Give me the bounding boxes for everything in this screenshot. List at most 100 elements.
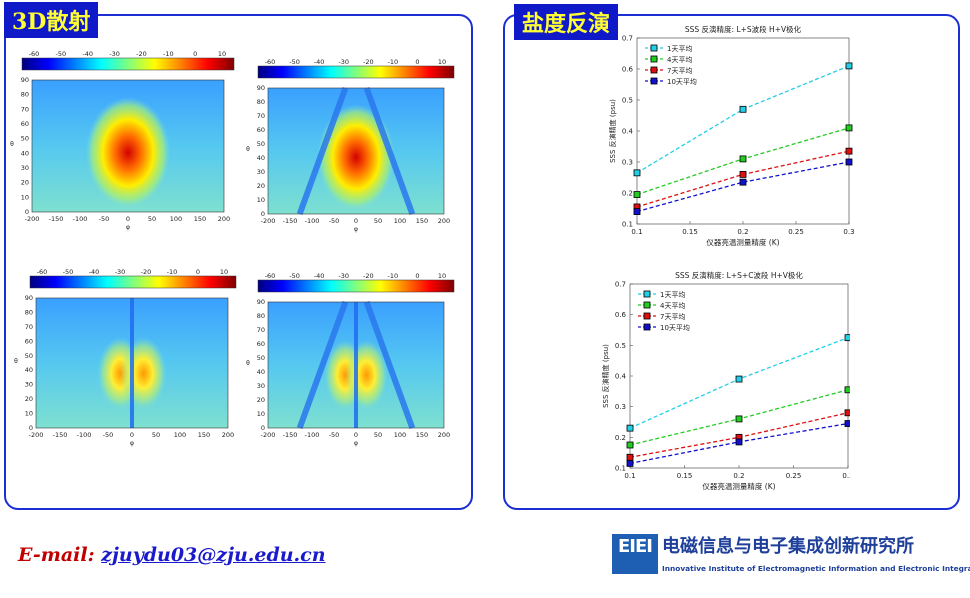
- y-label: SSS 反演精度 (psu): [608, 99, 617, 163]
- y-tick: 30: [257, 168, 265, 176]
- colorbar-tick: -60: [29, 50, 40, 58]
- x-tick: -100: [305, 217, 320, 225]
- y-tick: 10: [257, 410, 265, 418]
- email-link[interactable]: zjuydu03@zju.edu.cn: [101, 544, 326, 566]
- y-tick: 10: [257, 196, 265, 204]
- y-tick: 50: [21, 135, 29, 143]
- x-tick: 0: [130, 431, 134, 439]
- legend-marker: [643, 312, 651, 320]
- y-tick: 0.3: [622, 159, 633, 167]
- y-tick: 80: [25, 308, 33, 316]
- x-tick: 0: [354, 217, 358, 225]
- y-tick: 60: [257, 126, 265, 134]
- chart-title: SSS 反演精度: L+S波段 H+V极化: [685, 24, 802, 34]
- x-tick: 200: [438, 217, 450, 225]
- y-tick: 0.1: [622, 221, 633, 229]
- y-tick: 0.4: [615, 373, 627, 381]
- null-band: [296, 300, 349, 430]
- legend-label: 7天平均: [667, 66, 692, 75]
- scattering-map-1: -60 -50 -40 -30 -20 -10 0 100102030405060708090…: [10, 50, 235, 231]
- legend-marker: [643, 323, 651, 331]
- y-tick: 30: [25, 381, 33, 389]
- y-label: SSS 反演精度 (psu): [601, 344, 610, 408]
- legend-marker: [650, 77, 658, 85]
- legend-label: 10天平均: [667, 77, 697, 86]
- specular-line: [130, 298, 134, 428]
- scattering-map-3: -60 -50 -40 -30 -20 -10 0 100102030405060708090…: [14, 268, 237, 447]
- x-tick: 0.15: [677, 472, 693, 480]
- y-tick: 20: [25, 395, 33, 403]
- x-tick: 50: [374, 431, 382, 439]
- x-tick: 0.2: [733, 472, 744, 480]
- y-label: θ: [246, 146, 250, 153]
- y-tick: 50: [25, 352, 33, 360]
- colorbar-tick: 10: [438, 58, 446, 66]
- colorbar-tick: 0: [193, 50, 197, 58]
- x-tick: 100: [170, 215, 182, 223]
- x-tick: 0: [126, 215, 130, 223]
- institute-logo: EIEI 电磁信息与电子集成创新研究所 Innovative Institute…: [612, 530, 970, 580]
- x-tick: -100: [73, 215, 88, 223]
- heatmaps: -60 -50 -40 -30 -20 -10 0 100102030405060708090…: [10, 50, 455, 447]
- y-tick: 0.4: [622, 128, 634, 136]
- colorbar: [257, 65, 455, 79]
- colorbar-tick: -60: [265, 58, 276, 66]
- x-tick: 200: [222, 431, 234, 439]
- y-tick: 0.7: [615, 281, 626, 289]
- y-tick: 0.2: [615, 434, 626, 442]
- y-tick: 40: [257, 154, 265, 162]
- y-tick: 30: [257, 382, 265, 390]
- x-label: φ: [130, 440, 134, 447]
- colorbar: [29, 275, 237, 289]
- x-tick: 0.25: [786, 472, 802, 480]
- x-tick: 0.25: [788, 228, 804, 236]
- x-label: φ: [354, 226, 358, 233]
- y-tick: 0: [29, 424, 33, 432]
- y-tick: 0: [261, 210, 265, 218]
- y-tick: 70: [25, 323, 33, 331]
- colorbar-tick: -30: [338, 58, 349, 66]
- y-tick: 0.6: [615, 311, 627, 319]
- email-line: E-mail: zjuydu03@zju.edu.cn: [18, 544, 326, 566]
- y-tick: 20: [257, 396, 265, 404]
- legend-marker: [643, 301, 651, 309]
- legend-label: 4天平均: [667, 55, 692, 64]
- colorbar-tick: -60: [37, 268, 48, 276]
- colorbar-tick: 0: [415, 272, 419, 280]
- y-tick: 50: [257, 354, 265, 362]
- colorbar-tick: 0: [196, 268, 200, 276]
- legend-label: 10天平均: [660, 323, 690, 332]
- x-tick: 100: [394, 431, 406, 439]
- data-point: [845, 147, 853, 155]
- data-point: [735, 438, 743, 446]
- x-tick: 0.15: [682, 228, 698, 236]
- y-tick: 90: [257, 298, 265, 306]
- line-chart-2: SSS 反演精度: L+S+C波段 H+V极化 0.1 0.2 0.3 0.4 0.5 0.…: [601, 270, 850, 491]
- data-point: [626, 424, 634, 432]
- y-label: θ: [246, 360, 250, 367]
- y-tick: 80: [257, 312, 265, 320]
- legend-label: 1天平均: [660, 290, 685, 299]
- legend-label: 1天平均: [667, 44, 692, 53]
- hotspot: [317, 104, 395, 211]
- plot-area: [636, 37, 850, 225]
- x-tick: 0.3: [843, 228, 854, 236]
- chart-title: SSS 反演精度: L+S+C波段 H+V极化: [675, 270, 803, 280]
- data-point: [633, 169, 641, 177]
- scattering-map-2: -60 -50 -40 -30 -20 -10 0 100102030405060708090…: [246, 58, 455, 233]
- x-label: φ: [354, 440, 358, 447]
- line-chart-1: SSS 反演精度: L+S波段 H+V极化 0.1 0.2 0.3 0.4 0.5 0.6 0…: [608, 24, 855, 247]
- x-tick: 0.1: [624, 472, 635, 480]
- institute-name-en: Innovative Institute of Electromagnetic …: [662, 564, 970, 573]
- colorbar-tick: -40: [82, 50, 93, 58]
- x-tick: 150: [194, 215, 206, 223]
- colorbar-tick: -20: [363, 272, 374, 280]
- data-point: [739, 105, 747, 113]
- colorbar-tick: -50: [56, 50, 67, 58]
- scattering-tag: 3D散射: [4, 2, 99, 38]
- legend-marker: [643, 290, 651, 298]
- colorbar-tick: -20: [363, 58, 374, 66]
- y-tick: 60: [21, 120, 29, 128]
- x-tick: -50: [329, 431, 340, 439]
- y-tick: 0.5: [622, 97, 633, 105]
